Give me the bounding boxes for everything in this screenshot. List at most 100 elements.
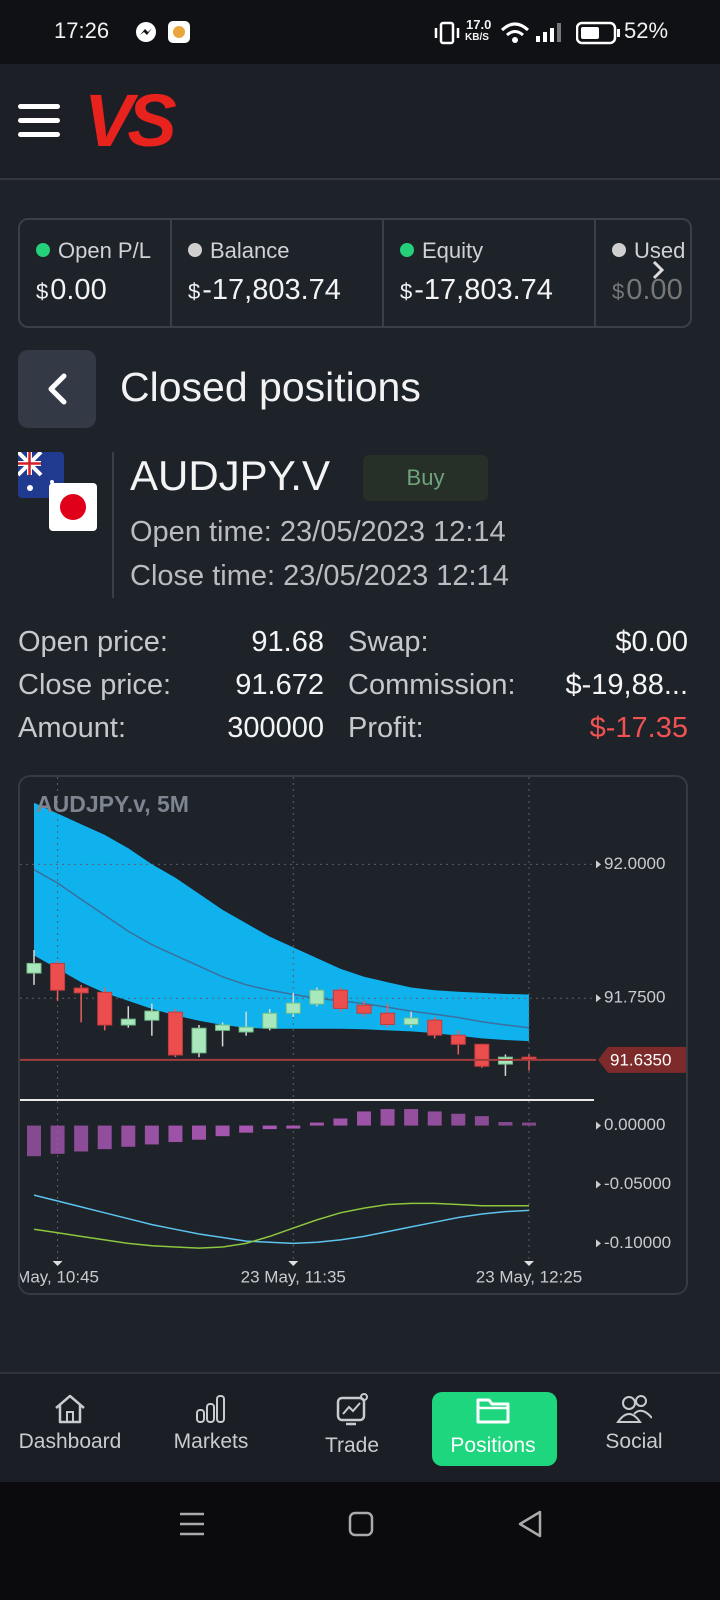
account-cell: Used $0.00 <box>596 220 690 326</box>
tick-arrow <box>596 1180 601 1189</box>
candle-body <box>167 1011 183 1056</box>
signal-icons <box>500 22 561 43</box>
currency: $ <box>612 279 625 304</box>
logo: VS <box>84 79 177 162</box>
histogram-bar <box>121 1125 136 1147</box>
candle-body <box>215 1024 231 1031</box>
x-tick-arrow <box>524 1261 534 1266</box>
chart-panel: 92.0000 91.7500 May, 10:45 23 May, 11:35 23 … <box>18 775 688 1295</box>
histogram-bar <box>498 1122 513 1126</box>
candle-body <box>26 962 42 974</box>
detail-value: $-17.35 <box>589 712 688 744</box>
currency: $ <box>36 279 49 304</box>
account-cell: Equity $-17,803.74 <box>384 220 596 326</box>
nav-item[interactable]: Markets <box>141 1374 281 1484</box>
account-label: Used <box>634 238 686 263</box>
histogram-bar <box>286 1125 301 1129</box>
nav-item[interactable]: Social <box>564 1374 704 1484</box>
account-value-row: $0.00 <box>36 274 107 307</box>
page-title: Closed positions <box>120 364 421 410</box>
candle-body <box>450 1034 466 1045</box>
status-dot <box>188 243 202 257</box>
nav-item[interactable]: Dashboard <box>0 1374 140 1484</box>
detail-value: $0.00 <box>615 626 688 658</box>
back-button[interactable] <box>18 350 96 428</box>
x-tick-label: 23 May, 12:25 <box>476 1267 582 1286</box>
candle-body <box>427 1019 443 1036</box>
detail-label: Commission: <box>348 669 516 701</box>
detail-label: Swap: <box>348 626 429 658</box>
y-tick-label: 92.0000 <box>604 854 665 873</box>
account-value: 0.00 <box>50 274 107 306</box>
histogram-bar <box>239 1125 254 1133</box>
histogram-bar <box>27 1125 41 1157</box>
nav-item[interactable]: Positions <box>423 1374 563 1484</box>
currency-flags <box>18 452 97 531</box>
oscillator-line <box>33 1194 530 1245</box>
candle-body <box>356 1004 372 1014</box>
account-value: -17,803.74 <box>202 274 341 306</box>
clock: 17:26 <box>54 18 110 43</box>
histogram-bar <box>404 1109 419 1126</box>
account-label: Equity <box>422 238 484 263</box>
histogram-bar <box>144 1125 159 1145</box>
tick-arrow <box>596 1121 601 1130</box>
histogram-bar <box>74 1125 89 1152</box>
histogram-bar <box>215 1125 230 1137</box>
account-label-row: Balance <box>188 238 290 264</box>
account-value: -17,803.74 <box>414 274 553 306</box>
status-dot <box>612 243 626 257</box>
nav-label: Markets <box>173 1430 249 1453</box>
account-value-row: $-17,803.74 <box>400 274 553 307</box>
menu-button[interactable] <box>18 104 60 138</box>
y2-tick-label: -0.05000 <box>604 1174 671 1193</box>
status-bar: 17:26 17.0 KB/S 52% <box>0 0 720 64</box>
histogram-bar <box>309 1122 324 1126</box>
band-area <box>34 802 529 1042</box>
histogram-bar <box>357 1111 371 1126</box>
nav-label: Trade <box>324 1434 380 1457</box>
histogram-bar <box>451 1113 466 1126</box>
current-price-label: 91.6350 <box>610 1050 671 1069</box>
candle-body <box>238 1026 254 1033</box>
candle-body <box>144 1010 160 1021</box>
histogram-bar <box>262 1125 277 1130</box>
histogram-bar <box>50 1125 65 1154</box>
net-speed-unit: KB/S <box>465 32 489 43</box>
x-tick-arrow <box>52 1261 63 1266</box>
status-dot <box>36 243 50 257</box>
account-label: Balance <box>210 238 290 263</box>
nav-label: Dashboard <box>18 1430 122 1453</box>
detail-value: 91.672 <box>235 669 324 701</box>
candle-body <box>97 991 113 1026</box>
histogram-bar <box>97 1125 112 1150</box>
histogram-bar <box>168 1125 183 1143</box>
candle-body <box>191 1027 207 1054</box>
status-dot <box>400 243 414 257</box>
candle-body <box>50 962 66 991</box>
histogram-bar <box>474 1116 489 1126</box>
candle-body <box>120 1018 136 1026</box>
detail-value: $-19,88... <box>565 669 688 701</box>
detail-label: Close price: <box>18 669 172 701</box>
system-nav <box>0 1482 720 1600</box>
divider <box>112 452 114 598</box>
y-tick-label: 91.7500 <box>604 988 665 1007</box>
account-label-row: Open P/L <box>36 238 151 264</box>
histogram-bar <box>522 1122 536 1126</box>
moving-average <box>33 869 530 1029</box>
close-time: Close time: 23/05/2023 12:14 <box>130 560 509 592</box>
system-buttons <box>180 1510 542 1538</box>
currency: $ <box>188 279 201 304</box>
histogram-bar <box>427 1111 442 1126</box>
nav-item[interactable]: Trade <box>282 1374 422 1484</box>
battery-icon <box>576 21 620 45</box>
candle-body <box>73 987 89 994</box>
detail-label: Amount: <box>18 712 126 744</box>
detail-label: Open price: <box>18 626 168 658</box>
x-tick-label: 23 May, 11:35 <box>241 1267 346 1286</box>
account-label-row: Equity <box>400 238 483 264</box>
net-speed: 17.0 <box>466 17 492 32</box>
account-value: 0.00 <box>626 274 683 306</box>
